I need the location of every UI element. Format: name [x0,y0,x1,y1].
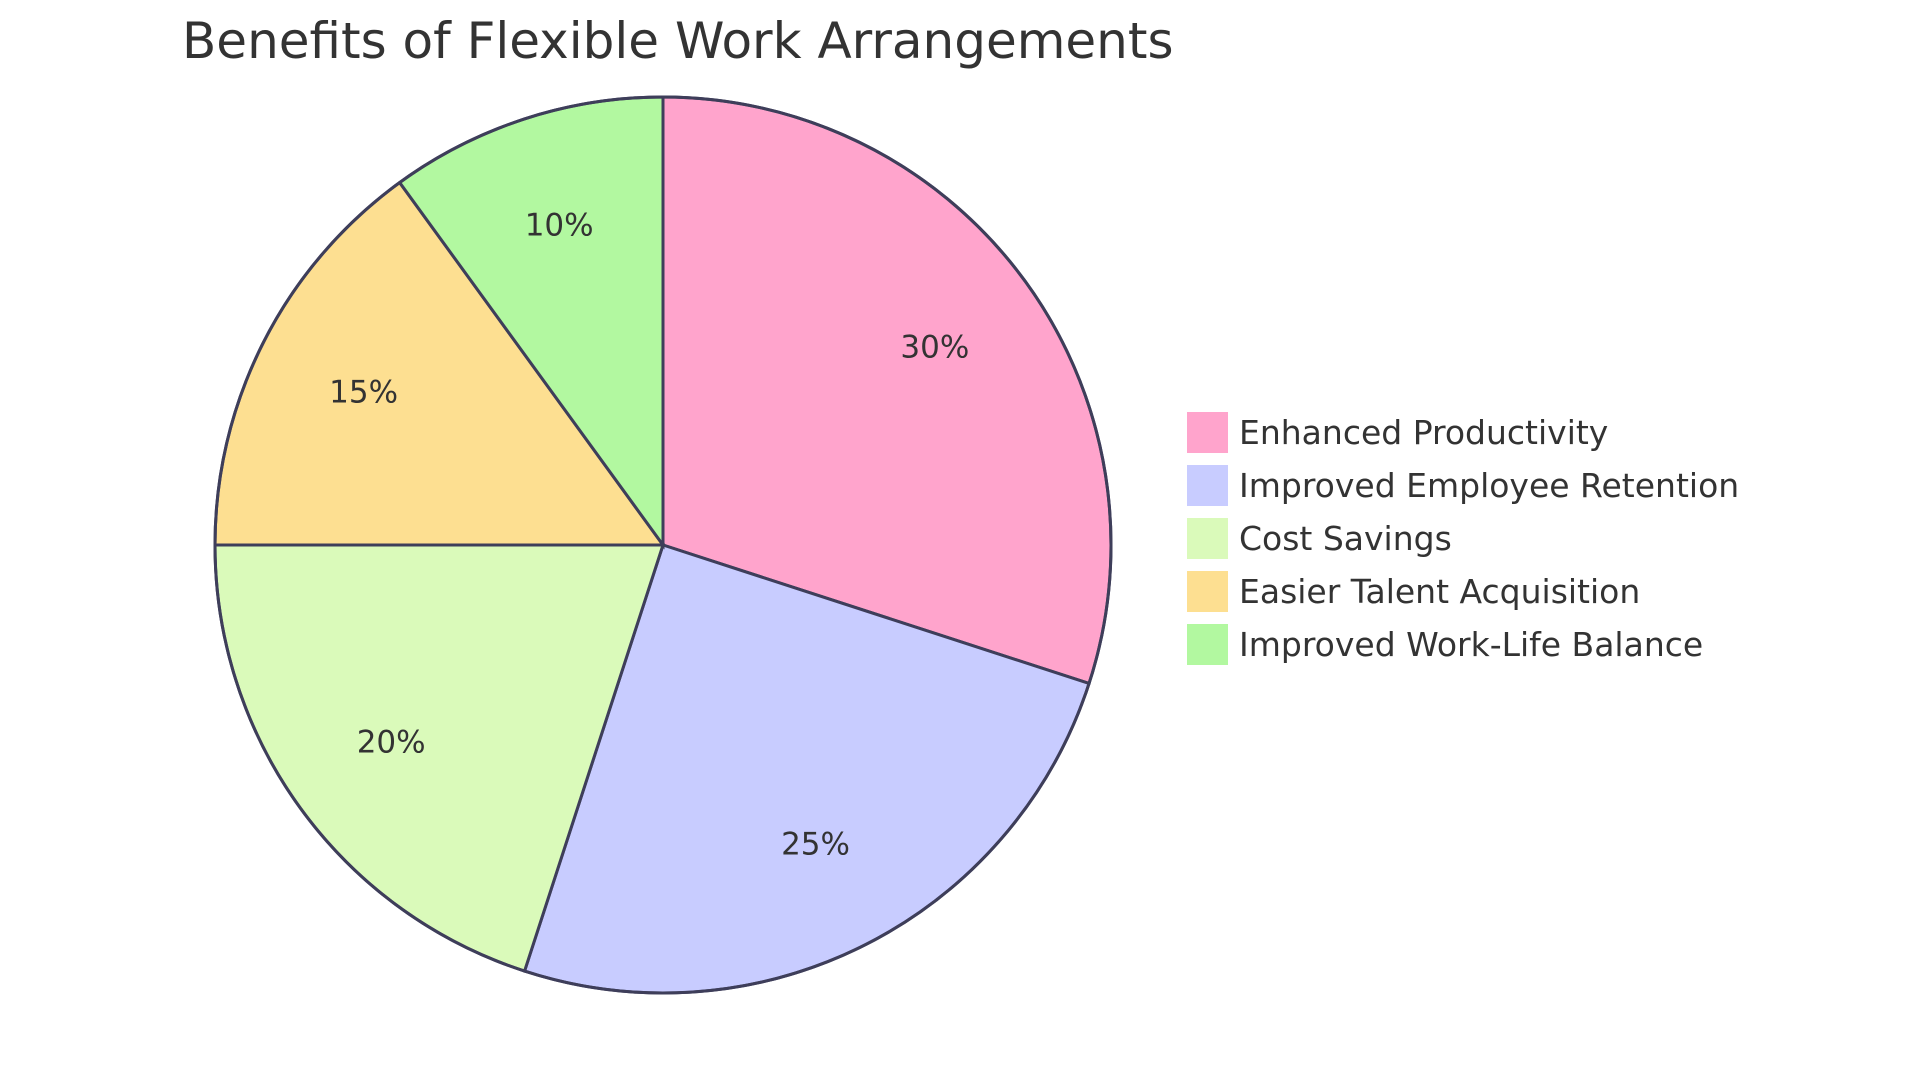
legend-item: Improved Work-Life Balance [1185,622,1703,667]
legend-label: Improved Work-Life Balance [1239,625,1703,664]
legend-item: Enhanced Productivity [1185,410,1608,455]
slice-labels: 30% 25% 20% 15% 10% [329,207,969,862]
pie-outline [213,95,1113,995]
legend-swatch [1185,569,1230,614]
slice-value-label: 20% [357,724,426,760]
legend-swatch [1185,410,1230,455]
legend-label: Cost Savings [1239,519,1452,558]
legend-label: Easier Talent Acquisition [1239,572,1640,611]
legend-label: Improved Employee Retention [1239,466,1739,505]
legend-item: Cost Savings [1185,516,1452,561]
legend-swatch [1185,622,1230,667]
slice-value-label: 25% [781,826,850,862]
slice-value-label: 15% [329,374,398,410]
legend-swatch [1185,516,1230,561]
legend-item: Easier Talent Acquisition [1185,569,1640,614]
slice-value-label: 30% [900,330,969,366]
legend-item: Improved Employee Retention [1185,463,1739,508]
chart-title: Benefits of Flexible Work Arrangements [182,12,1174,70]
legend-label: Enhanced Productivity [1239,413,1608,452]
legend-swatch [1185,463,1230,508]
legend: Enhanced Productivity Improved Employee R… [1185,410,1739,667]
pie-slices [213,95,1113,995]
slice-value-label: 10% [525,207,594,243]
